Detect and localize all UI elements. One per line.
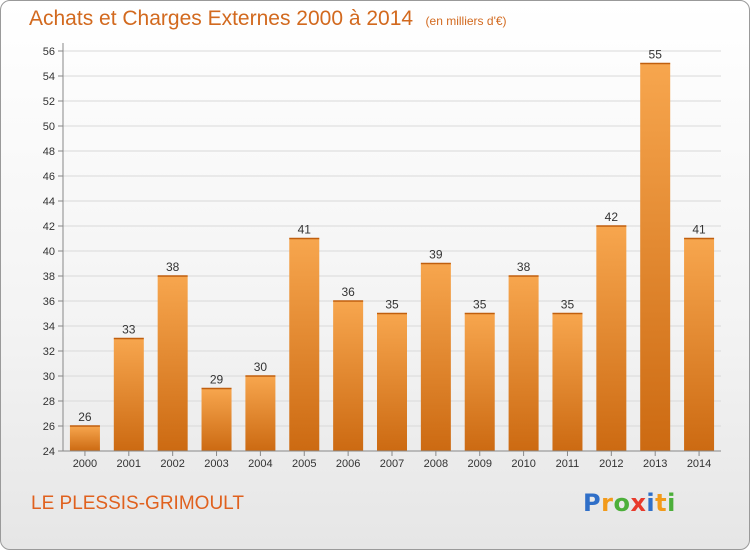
bar	[377, 313, 407, 451]
x-tick-label: 2012	[599, 458, 623, 470]
bar	[69, 426, 100, 451]
y-tick-label: 34	[43, 321, 55, 333]
bar	[640, 63, 671, 451]
x-tick-label: 2004	[248, 458, 272, 470]
x-tick-label: 2010	[511, 458, 535, 470]
bar	[113, 338, 144, 451]
chart-title: Achats et Charges Externes 2000 à 2014	[29, 7, 414, 30]
bar	[157, 276, 188, 451]
bar	[333, 301, 364, 451]
y-tick-label: 30	[43, 371, 55, 383]
bar	[464, 313, 495, 451]
y-tick-label: 36	[43, 296, 55, 308]
y-tick-label: 50	[43, 121, 55, 133]
axes-layer: 24 26 28 30 32 34 36 38 40 42 44 46 48 50 52 54 56 2000 20…	[43, 43, 721, 470]
x-tick-label: 2003	[204, 458, 228, 470]
x-tick-label: 2011	[556, 458, 580, 470]
data-label: 26	[78, 410, 92, 424]
data-label: 35	[561, 298, 575, 312]
bar	[596, 226, 627, 451]
bars-layer: 26 33 38 29 30 41 36 35 39 35 38 35 42 55 41	[69, 48, 715, 451]
data-label: 38	[517, 260, 531, 274]
logo-letter: r	[601, 489, 614, 517]
x-tick-label: 2013	[643, 458, 667, 470]
logo-letter: P	[583, 489, 602, 517]
proxiti-logo: Proxiti	[583, 489, 676, 517]
y-tick-label: 28	[43, 396, 55, 408]
y-tick-label: 56	[43, 46, 55, 58]
chart-title-block: Achats et Charges Externes 2000 à 2014 (…	[29, 7, 507, 31]
y-tick-label: 52	[43, 96, 55, 108]
bar	[245, 376, 276, 451]
data-label: 41	[692, 223, 706, 237]
y-tick-label: 42	[43, 221, 55, 233]
data-label: 42	[605, 210, 619, 224]
bar	[420, 263, 451, 451]
logo-letter: t	[655, 489, 668, 517]
x-tick-label: 2008	[424, 458, 448, 470]
data-label: 35	[385, 298, 399, 312]
logo-letter: o	[613, 489, 631, 517]
logo-letter: x	[630, 489, 647, 517]
x-tick-label: 2007	[380, 458, 404, 470]
data-label: 29	[210, 373, 224, 387]
y-tick-label: 48	[43, 146, 55, 158]
y-tick-label: 40	[43, 246, 55, 258]
x-tick-label: 2000	[73, 458, 97, 470]
y-tick-label: 44	[43, 196, 55, 208]
x-tick-label: 2001	[117, 458, 141, 470]
y-tick-label: 32	[43, 346, 55, 358]
bar	[201, 388, 232, 451]
bar	[552, 313, 583, 451]
y-tick-label: 46	[43, 171, 55, 183]
bar	[508, 276, 539, 451]
y-tick-label: 54	[43, 71, 55, 83]
data-label: 41	[298, 223, 312, 237]
logo-letter: i	[667, 489, 676, 517]
data-label: 30	[254, 360, 268, 374]
data-label: 39	[429, 248, 443, 262]
logo-letter: i	[646, 489, 656, 517]
x-tick-label: 2009	[467, 458, 491, 470]
data-label: 38	[166, 260, 180, 274]
y-tick-label: 26	[43, 421, 55, 433]
x-tick-label: 2014	[687, 458, 711, 470]
commune-name: LE PLESSIS-GRIMOULT	[31, 493, 244, 514]
chart-unit: (en milliers d'€)	[425, 14, 507, 28]
data-label: 33	[122, 323, 136, 337]
data-label: 35	[473, 298, 487, 312]
data-label: 55	[649, 48, 663, 62]
y-tick-label: 38	[43, 271, 55, 283]
data-label: 36	[341, 285, 355, 299]
x-tick-label: 2005	[292, 458, 316, 470]
x-tick-label: 2002	[160, 458, 184, 470]
x-tick-label: 2006	[336, 458, 360, 470]
y-tick-label: 24	[43, 446, 55, 458]
bar	[684, 238, 715, 451]
bar	[289, 238, 320, 451]
